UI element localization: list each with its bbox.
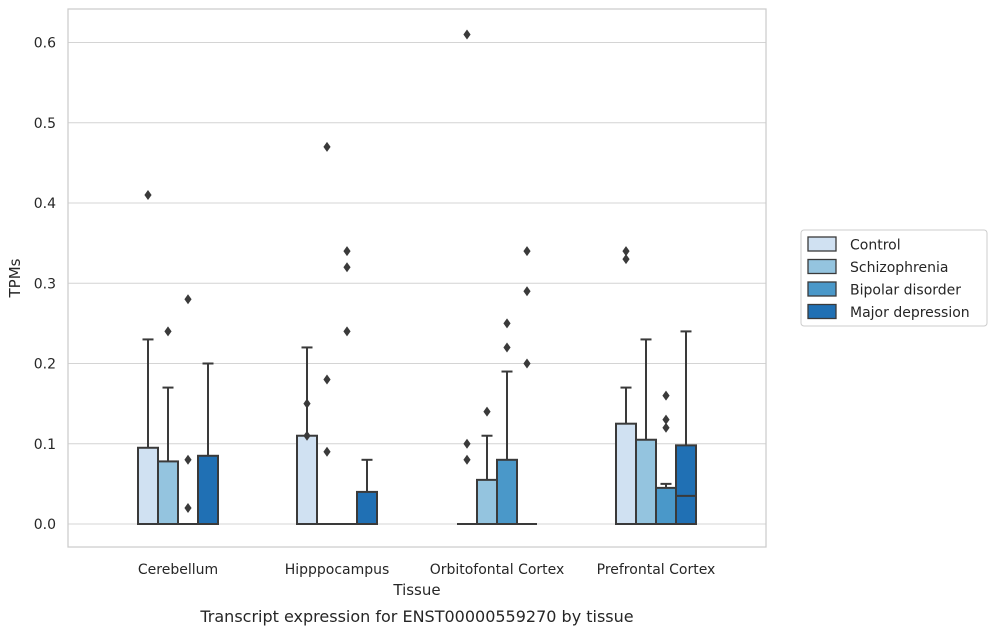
legend: Control Schizophrenia Bipolar disorder Majo… xyxy=(800,229,988,327)
box-schizophrenia xyxy=(635,338,657,525)
box-major-depression xyxy=(675,330,697,526)
outlier-point xyxy=(463,438,471,449)
legend-swatch xyxy=(807,303,837,320)
x-tick-label: Orbitofontal Cortex xyxy=(430,562,565,578)
box-body xyxy=(157,460,179,525)
outlier-point xyxy=(662,422,670,433)
outlier-point xyxy=(503,318,511,329)
box-body xyxy=(615,422,637,525)
outlier-point xyxy=(662,390,670,401)
x-tick-label: Prefrontal Cortex xyxy=(597,562,716,578)
outlier-point xyxy=(164,326,172,337)
y-tick-label: 0.5 xyxy=(34,116,56,132)
legend-label: Schizophrenia xyxy=(850,260,948,276)
outlier-point xyxy=(343,246,351,257)
box-bipolar-disorder xyxy=(178,294,198,525)
outlier-point xyxy=(184,502,192,513)
legend-label: Major depression xyxy=(850,305,970,321)
legend-frame xyxy=(800,229,988,327)
x-axis-ticks: Cerebellum Hipppocampus Orbitofontal Corte… xyxy=(138,562,715,578)
box-body xyxy=(356,490,378,525)
outlier-point xyxy=(343,326,351,337)
y-tick-label: 0.3 xyxy=(34,276,56,292)
outlier-point xyxy=(343,262,351,273)
legend-swatch xyxy=(807,281,837,297)
outlier-point xyxy=(323,446,331,457)
box-control xyxy=(296,346,318,526)
box-bipolar-disorder xyxy=(496,318,518,525)
y-tick-label: 0.2 xyxy=(34,357,56,373)
y-tick-label: 0.6 xyxy=(34,36,56,52)
outlier-point xyxy=(523,358,531,369)
box-major-depression xyxy=(197,362,219,526)
outlier-point xyxy=(622,246,630,257)
outlier-point xyxy=(523,246,531,257)
outlier-point xyxy=(303,430,311,441)
box-body xyxy=(655,486,677,526)
box-control xyxy=(457,29,477,525)
box-body xyxy=(197,454,219,526)
y-tick-label: 0.4 xyxy=(34,196,56,212)
box-body xyxy=(496,458,518,525)
x-axis-label: Tissue xyxy=(392,581,440,599)
outlier-point xyxy=(184,454,192,465)
outlier-point xyxy=(483,406,491,417)
outlier-point xyxy=(662,414,670,425)
box-control xyxy=(615,246,637,525)
box-major-depression xyxy=(356,458,378,525)
plot-area-frame xyxy=(67,8,767,548)
box-control xyxy=(137,189,159,526)
outlier-point xyxy=(184,294,192,305)
y-axis-ticks: 0.0 0.1 0.2 0.3 0.4 0.5 0.6 xyxy=(34,36,56,534)
chart-caption: Transcript expression for ENST0000055927… xyxy=(199,607,633,626)
outlier-point xyxy=(323,141,331,152)
box-schizophrenia xyxy=(157,326,179,525)
box-body xyxy=(476,478,498,525)
outlier-point xyxy=(622,254,630,265)
outlier-point xyxy=(323,374,331,385)
y-axis-label: TPMs xyxy=(6,258,24,298)
x-tick-label: Hipppocampus xyxy=(285,562,390,578)
box-bipolar-disorder xyxy=(337,246,357,525)
legend-swatch xyxy=(807,258,837,275)
box-body xyxy=(635,438,657,525)
legend-swatch xyxy=(807,236,837,252)
box-bipolar-disorder xyxy=(655,390,677,526)
legend-label: Control xyxy=(850,238,901,254)
box-body xyxy=(137,446,159,526)
legend-label: Bipolar disorder xyxy=(850,283,961,299)
box-schizophrenia xyxy=(317,141,337,525)
outlier-point xyxy=(303,398,311,409)
outlier-point xyxy=(463,29,471,40)
box-major-depression xyxy=(517,246,537,525)
outlier-point xyxy=(144,189,152,200)
box-plot-marks xyxy=(137,29,697,526)
gridlines xyxy=(68,41,766,525)
box-schizophrenia xyxy=(476,406,498,525)
y-tick-label: 0.0 xyxy=(34,517,56,533)
y-tick-label: 0.1 xyxy=(34,437,56,453)
outlier-point xyxy=(503,342,511,353)
outlier-point xyxy=(463,454,471,465)
box-body xyxy=(675,444,697,526)
box-body xyxy=(296,434,318,526)
x-tick-label: Cerebellum xyxy=(138,562,218,578)
outlier-point xyxy=(523,286,531,297)
